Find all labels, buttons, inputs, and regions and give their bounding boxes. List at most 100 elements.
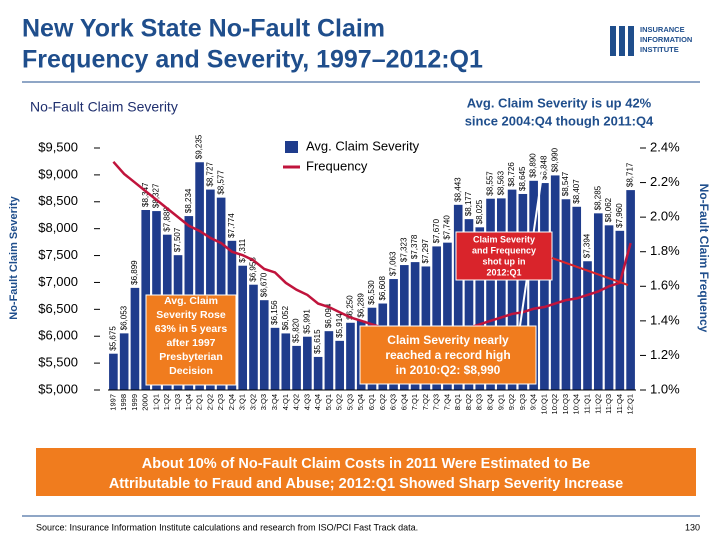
value-label: $7,960: [615, 203, 624, 228]
bar: [550, 175, 560, 390]
x-tick-label: 4:Q4: [313, 394, 322, 410]
value-label: $7,323: [399, 237, 408, 262]
x-tick-label: 6:Q1: [367, 394, 376, 410]
annotation-text: 2012:Q1: [486, 267, 521, 277]
x-tick-label: 1998: [119, 394, 128, 411]
y-tick-label: $6,500: [38, 301, 78, 316]
x-tick-label: 3:Q3: [259, 394, 268, 410]
bar: [593, 213, 603, 390]
y2-tick-label: 1.8%: [650, 243, 680, 258]
bar: [626, 190, 635, 390]
x-tick-label: 1:Q2: [162, 394, 171, 410]
legend: Avg. Claim Severity Frequency: [283, 138, 420, 173]
value-label: $8,547: [561, 171, 570, 196]
annotation-text: shot up in: [483, 256, 526, 266]
x-tick-label: 1:Q1: [151, 394, 160, 410]
value-label: $6,156: [270, 300, 279, 325]
value-label: $7,394: [583, 233, 592, 258]
x-tick-label: 1997: [108, 394, 117, 411]
y-tick-label: $9,000: [38, 166, 78, 181]
value-label: $5,615: [313, 329, 322, 354]
x-tick-label: 1:Q3: [173, 394, 182, 410]
x-tick-label: 4:Q2: [292, 394, 301, 410]
y2-tick-label: 1.2%: [650, 347, 680, 362]
value-label: $7,774: [227, 213, 236, 238]
x-tick-label: 2:Q3: [216, 394, 225, 410]
value-label: $8,563: [496, 170, 505, 195]
logo-text: INFORMATION: [640, 35, 692, 44]
bar: [604, 225, 614, 390]
y-tick-label: $8,500: [38, 193, 78, 208]
value-label: $6,250: [346, 295, 355, 320]
bar: [583, 261, 592, 390]
x-tick-label: 2:Q4: [227, 394, 236, 410]
x-tick-label: 10:Q4: [572, 394, 581, 414]
value-label: $6,289: [356, 293, 365, 318]
x-tick-label: 6:Q4: [399, 394, 408, 410]
bar: [432, 246, 441, 390]
banner-text: Attributable to Fraud and Abuse; 2012:Q1…: [109, 476, 623, 492]
bar: [119, 333, 129, 390]
frequency-line: [112, 160, 632, 336]
annotation-box: [455, 231, 553, 281]
logo-text: INSTITUTE: [640, 45, 679, 54]
y-tick-label: $9,500: [38, 139, 78, 154]
x-tick-label: 5:Q3: [345, 394, 354, 410]
x-tick-label: 9:Q2: [507, 394, 516, 410]
bar: [130, 287, 140, 390]
x-tick-label: 6:Q2: [378, 394, 387, 410]
title: New York State No-Fault Claim: [22, 15, 385, 43]
bar: [206, 189, 215, 390]
x-tick-label: 7:Q2: [421, 394, 430, 410]
value-label: $5,914: [335, 313, 344, 338]
bar: [346, 322, 355, 390]
bar: [518, 193, 528, 390]
annotation-text: reached a record high: [385, 348, 510, 362]
x-tick-label: 3:Q1: [238, 394, 247, 410]
x-tick-label: 4:Q1: [281, 394, 290, 410]
banner: [36, 448, 696, 496]
annotation-text: Avg. Claim: [164, 295, 218, 307]
annotation-box: [428, 90, 690, 134]
plot: $5,000 $5,500 $6,000 $6,500 $7,000 $7,500 $8,0…: [38, 134, 680, 414]
value-label: $8,726: [507, 162, 516, 187]
annotation-text: since 2004:Q4 though 2011:Q4: [465, 113, 654, 128]
bar: [324, 331, 334, 390]
y2-tick-label: 1.0%: [650, 381, 680, 396]
bar: [443, 242, 452, 390]
value-label: $7,740: [443, 215, 452, 240]
x-tick-label: 5:Q4: [356, 394, 365, 410]
logo: INSURANCE INFORMATION INSTITUTE: [610, 25, 692, 56]
x-tick-label: 3:Q2: [248, 394, 257, 410]
x-tick-label: 8:Q1: [453, 394, 462, 410]
value-label: $6,530: [367, 280, 376, 305]
value-label: $8,717: [626, 162, 635, 187]
y-tick-label: $7,500: [38, 247, 78, 262]
value-label: $6,958: [249, 257, 258, 282]
x-tick-label: 11:Q2: [593, 394, 602, 414]
logo-bar: [628, 26, 634, 56]
x-tick-label: 7:Q3: [432, 394, 441, 410]
value-label: $7,670: [432, 218, 441, 243]
annotation-text: Avg. Claim Severity is up 42%: [467, 95, 652, 110]
value-label: $8,645: [518, 166, 527, 191]
value-label: $6,670: [259, 272, 268, 297]
value-label: $8,890: [529, 153, 538, 178]
value-label: $8,285: [593, 185, 602, 210]
bar: [270, 327, 280, 390]
subtitle: No-Fault Claim Severity: [30, 99, 178, 115]
value-label: $7,297: [421, 238, 430, 263]
bar: [249, 284, 258, 390]
banner-text: About 10% of No-Fault Claim Costs in 201…: [142, 456, 591, 472]
logo-bar: [619, 26, 625, 56]
value-label: $7,063: [389, 251, 398, 276]
value-label: $8,234: [184, 188, 193, 213]
legend-label: Avg. Claim Severity: [306, 138, 420, 153]
y-tick-label: $7,000: [38, 274, 78, 289]
value-label: $8,443: [453, 177, 462, 202]
y-tick-label: $5,000: [38, 381, 78, 396]
value-label: $6,094: [324, 303, 333, 328]
value-label: $8,577: [216, 170, 225, 195]
value-label: $5,675: [108, 326, 117, 351]
logo-text: INSURANCE: [640, 25, 685, 34]
